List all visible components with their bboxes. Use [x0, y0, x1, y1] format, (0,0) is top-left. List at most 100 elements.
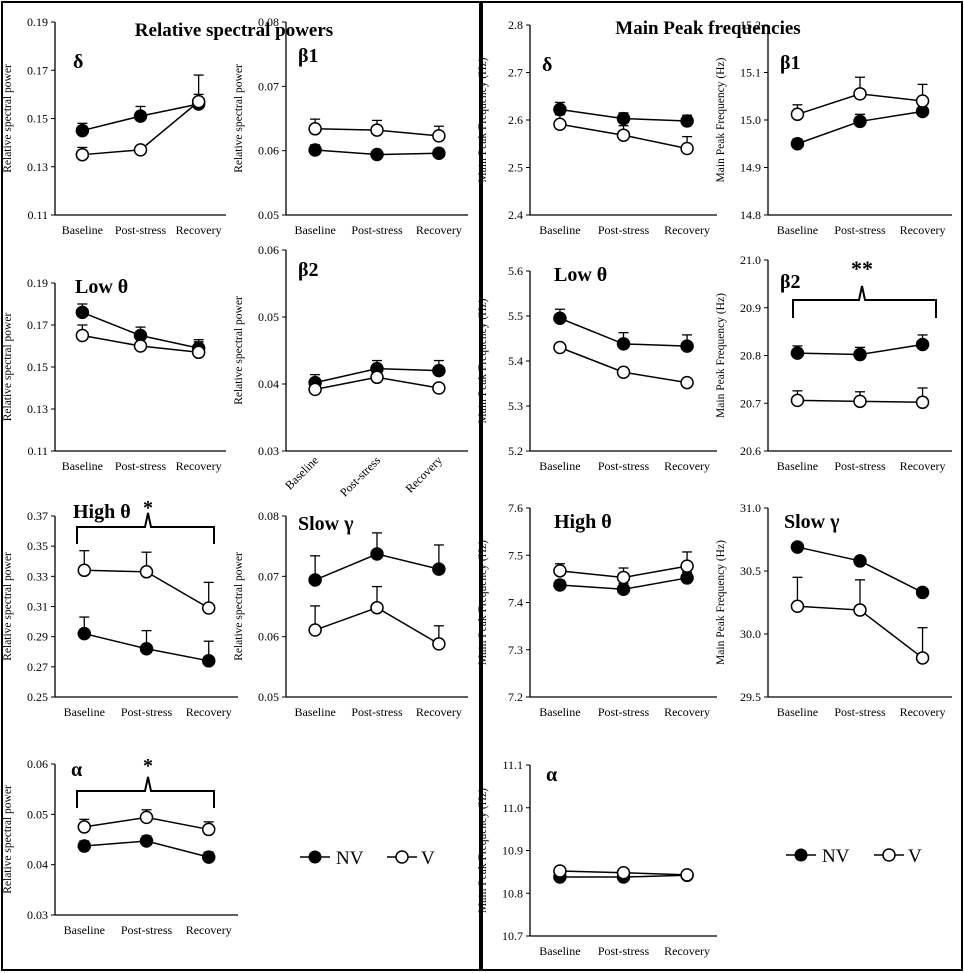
legend-right-nv-label: NV — [822, 846, 850, 867]
mpf-low-theta-y-tick-label: 5.5 — [508, 309, 523, 323]
mpf-beta1-v-point — [915, 94, 930, 108]
mpf-beta1-x-tick-label: Recovery — [900, 223, 946, 237]
left-panel-title: Relative spectral powers — [135, 20, 333, 41]
rsp-beta1-v-point — [370, 123, 384, 137]
mpf-slow-gamma-v-point — [790, 599, 805, 614]
rsp-delta-chart: 0.11 0.13 0.15 0.17 0.19 Baseline Post-stress R… — [2, 15, 226, 237]
rsp-slow-gamma-v-point — [432, 637, 446, 651]
rsp-beta1-y-tick-label: 0.08 — [258, 15, 279, 29]
mpf-alpha-y-tick-label: 11.1 — [502, 758, 523, 772]
mpf-beta2-x-tick-label: Baseline — [777, 459, 818, 473]
mpf-delta-y-tick-label: 2.7 — [508, 66, 523, 80]
rsp-delta-y-axis-label: Relative spectral power — [2, 64, 14, 173]
rsp-alpha-y-tick-label: 0.04 — [27, 858, 48, 872]
mpf-beta1-chart: 14.8 14.9 15.0 15.1 15.2 Baseline Post-stress R… — [715, 18, 952, 237]
rsp-low-theta-y-tick-label: 0.19 — [27, 276, 48, 290]
rsp-high-theta-nv-point — [139, 641, 154, 656]
rsp-alpha-y-tick-label: 0.05 — [27, 807, 48, 821]
right-panel-title: Main Peak frequencies — [615, 18, 800, 39]
rsp-low-theta-y-tick-label: 0.15 — [27, 360, 48, 374]
rsp-low-theta-v-point — [191, 345, 206, 360]
legend-left: NV V — [300, 848, 435, 869]
rsp-slow-gamma-x-tick-label: Recovery — [416, 705, 462, 719]
rsp-high-theta-nv-point — [201, 654, 216, 668]
rsp-beta2-y-tick-label: 0.03 — [258, 444, 279, 458]
mpf-delta-y-tick-label: 2.5 — [508, 161, 523, 175]
mpf-high-theta-v-point — [616, 570, 631, 585]
mpf-delta-band-label: δ — [542, 54, 552, 76]
mpf-beta2-x-tick-label: Post-stress — [834, 459, 886, 473]
mpf-beta1-v-point — [790, 107, 805, 122]
rsp-high-theta-band-label: High θ — [73, 501, 131, 523]
rsp-alpha-x-tick-label: Recovery — [186, 923, 232, 937]
mpf-alpha-v-point — [553, 864, 567, 878]
rsp-beta2-y-tick-label: 0.04 — [258, 377, 279, 391]
mpf-low-theta-v-point — [553, 340, 567, 355]
rsp-high-theta-y-tick-label: 0.33 — [27, 569, 48, 583]
rsp-beta2-nv-point — [432, 363, 446, 378]
mpf-delta-v-point — [616, 128, 631, 142]
rsp-low-theta-y-axis-label: Relative spectral power — [2, 313, 14, 422]
rsp-alpha-y-tick-label: 0.03 — [27, 908, 48, 922]
rsp-low-theta-y-tick-label: 0.17 — [27, 318, 48, 332]
rsp-beta2-y-axis-label: Relative spectral power — [233, 296, 245, 405]
charts-layer: 0.11 0.13 0.15 0.17 0.19 Baseline Post-stress R… — [2, 15, 952, 958]
mpf-beta1-y-axis-label: Main Peak Frequency (Hz) — [715, 57, 727, 182]
rsp-beta1-chart: 0.05 0.06 0.07 0.08 Baseline Post-stress Recov… — [233, 15, 468, 237]
rsp-high-theta-y-tick-label: 0.27 — [27, 660, 48, 674]
rsp-slow-gamma-y-tick-label: 0.08 — [258, 509, 279, 523]
rsp-high-theta-x-tick-label: Baseline — [64, 705, 105, 719]
right-panel-border — [481, 1, 963, 971]
mpf-delta-chart: 2.4 2.5 2.6 2.7 2.8 Baseline Post-stress Recove… — [477, 18, 717, 237]
mpf-beta2-v-point — [853, 394, 867, 409]
mpf-beta2-y-tick-label: 20.6 — [740, 444, 761, 458]
mpf-delta-v-point — [680, 141, 694, 156]
rsp-slow-gamma-nv-point — [308, 573, 322, 587]
rsp-alpha-nv-point — [201, 850, 216, 864]
mpf-beta1-nv-point — [853, 114, 867, 129]
rsp-beta2-x-tick-label: Baseline — [282, 453, 321, 492]
mpf-delta-x-tick-label: Post-stress — [598, 223, 650, 237]
rsp-high-theta-y-tick-label: 0.31 — [27, 600, 48, 614]
rsp-slow-gamma-chart: 0.05 0.06 0.07 0.08 Baseline Post-stress Recov… — [233, 509, 468, 719]
mpf-alpha-x-tick-label: Baseline — [539, 944, 580, 958]
mpf-alpha-x-tick-label: Recovery — [664, 944, 710, 958]
mpf-low-theta-x-tick-label: Baseline — [539, 459, 580, 473]
mpf-beta1-band-label: β1 — [780, 52, 801, 74]
rsp-beta1-band-label: β1 — [298, 45, 319, 67]
mpf-beta2-nv-point — [853, 347, 867, 362]
legend-right-nv-marker — [794, 848, 808, 862]
mpf-slow-gamma-band-label: Slow γ — [784, 511, 840, 533]
rsp-high-theta-significance-marker: * — [143, 497, 153, 519]
rsp-beta2-chart: 0.03 0.04 0.05 0.06 Baseline Post-stress Recov… — [233, 243, 468, 499]
legend-left-v-marker — [395, 850, 409, 864]
rsp-slow-gamma-nv-point — [432, 562, 446, 576]
mpf-delta-x-tick-label: Recovery — [664, 223, 710, 237]
rsp-beta2-x-tick-label: Recovery — [403, 453, 445, 495]
mpf-alpha-y-tick-label: 10.8 — [502, 886, 523, 900]
mpf-slow-gamma-y-tick-label: 30.0 — [740, 627, 761, 641]
rsp-low-theta-x-tick-label: Recovery — [176, 459, 222, 473]
rsp-delta-v-point — [75, 147, 90, 162]
rsp-alpha-nv-point — [139, 834, 154, 848]
rsp-delta-v-point — [133, 143, 148, 157]
mpf-high-theta-x-tick-label: Baseline — [539, 705, 580, 719]
mpf-slow-gamma-y-tick-label: 31.0 — [740, 501, 761, 515]
rsp-high-theta-v-point — [77, 563, 92, 578]
mpf-delta-nv-point — [680, 114, 694, 128]
rsp-delta-y-tick-label: 0.19 — [27, 15, 48, 29]
mpf-delta-nv-point — [553, 102, 567, 117]
rsp-high-theta-y-tick-label: 0.35 — [27, 539, 48, 553]
mpf-slow-gamma-y-tick-label: 30.5 — [740, 564, 761, 578]
rsp-high-theta-chart: 0.25 0.27 0.29 0.31 0.33 0.35 0.37 Baseline Post… — [2, 497, 238, 719]
rsp-beta1-v-point — [432, 129, 446, 143]
mpf-high-theta-y-tick-label: 7.3 — [508, 643, 523, 657]
mpf-low-theta-nv-point — [616, 337, 631, 351]
mpf-low-theta-y-tick-label: 5.4 — [508, 354, 523, 368]
rsp-low-theta-v-point — [75, 328, 90, 343]
rsp-low-theta-x-tick-label: Baseline — [62, 459, 103, 473]
mpf-slow-gamma-x-tick-label: Recovery — [900, 705, 946, 719]
mpf-high-theta-nv-point — [616, 582, 631, 597]
rsp-beta1-x-tick-label: Post-stress — [351, 223, 403, 237]
